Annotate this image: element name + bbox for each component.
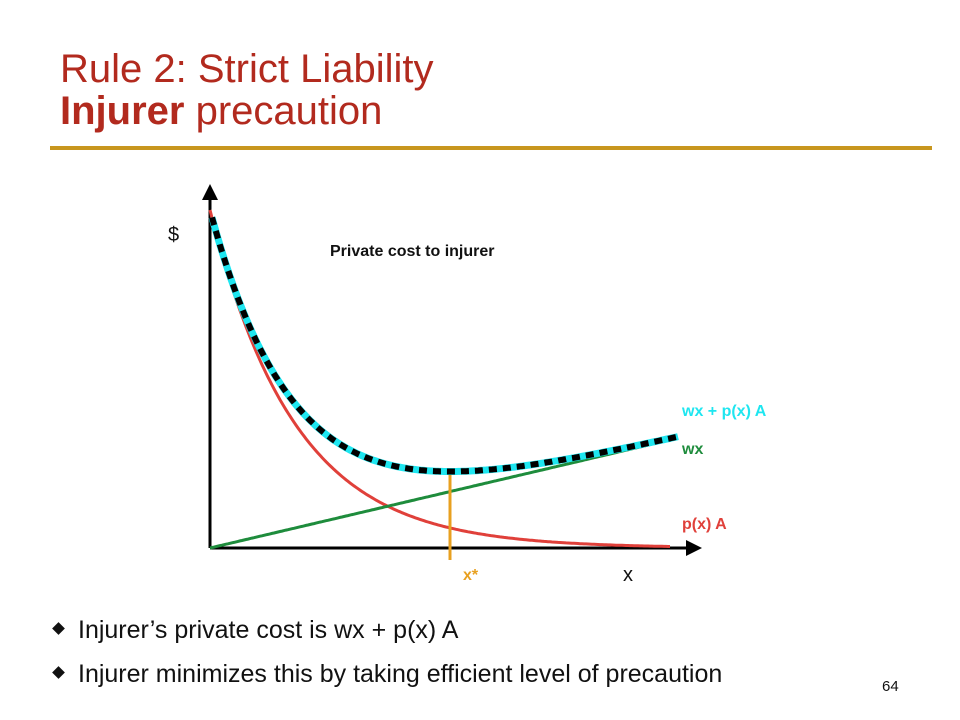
curve-total-dashes [209, 216, 679, 475]
x-axis-label: x [623, 564, 633, 586]
label-accident-cost: p(x) A [682, 516, 727, 533]
page-number: 64 [882, 678, 899, 695]
title-bold-word: Injurer [60, 89, 185, 133]
bullet-diamond-icon [52, 622, 65, 635]
bullet-text: Injurer minimizes this by taking efficie… [78, 660, 723, 688]
bullet-diamond-icon [52, 666, 65, 679]
title-rest: precaution [184, 89, 383, 133]
slide-title: Rule 2: Strict Liability Injurer precaut… [60, 48, 433, 132]
chart-title: Private cost to injurer [330, 243, 495, 260]
bullet-item: Injurer minimizes this by taking efficie… [48, 652, 722, 696]
x-axis-arrow [686, 540, 702, 556]
curve-accident-cost [208, 209, 670, 548]
label-total-cost: wx + p(x) A [681, 403, 767, 420]
y-axis-label: $ [168, 224, 179, 246]
title-line-1: Rule 2: Strict Liability [60, 47, 434, 91]
optimum-label: x* [463, 567, 479, 584]
title-line-2: Injurer precaution [60, 90, 433, 132]
bullet-text: Injurer’s private cost is wx + p(x) A [78, 616, 459, 644]
y-axis-arrow [202, 184, 218, 200]
title-underline [50, 146, 932, 150]
bullet-item: Injurer’s private cost is wx + p(x) A [48, 608, 722, 652]
bullet-list: Injurer’s private cost is wx + p(x) A In… [48, 608, 722, 696]
label-precaution-cost: wx [681, 441, 703, 458]
